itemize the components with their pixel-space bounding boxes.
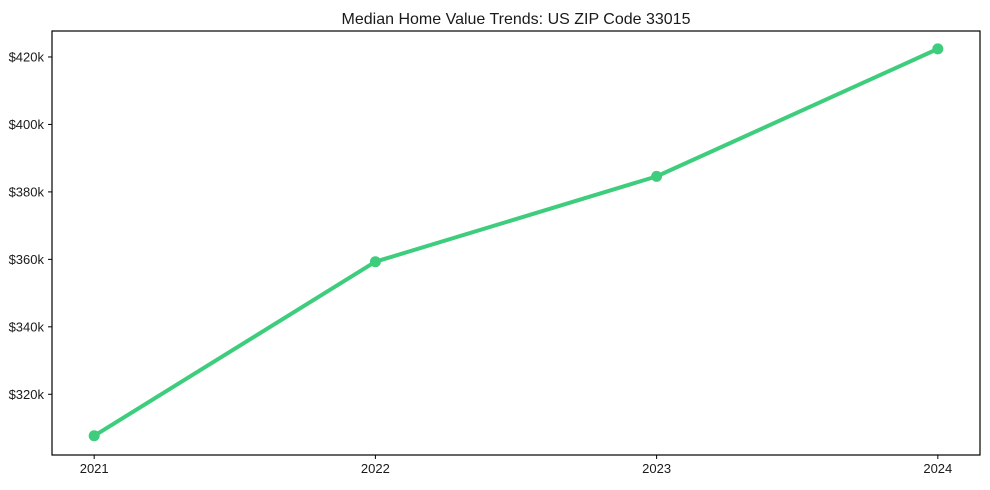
y-tick-label: $340k [9,319,45,334]
data-point-marker [369,256,381,268]
y-tick-label: $320k [9,387,45,402]
x-tick-label: 2021 [80,461,109,476]
y-tick-label: $360k [9,252,45,267]
x-tick-label: 2024 [923,461,952,476]
y-tick-label: $400k [9,117,45,132]
data-point-marker [88,430,100,442]
y-tick-label: $420k [9,49,45,64]
x-tick-label: 2023 [642,461,671,476]
data-point-marker [932,43,944,55]
data-point-marker [651,170,663,182]
plot-border [51,30,981,456]
chart-title: Median Home Value Trends: US ZIP Code 33… [342,11,691,28]
y-tick-label: $380k [9,184,45,199]
trend-line [92,46,940,438]
x-tick-label: 2022 [361,461,390,476]
